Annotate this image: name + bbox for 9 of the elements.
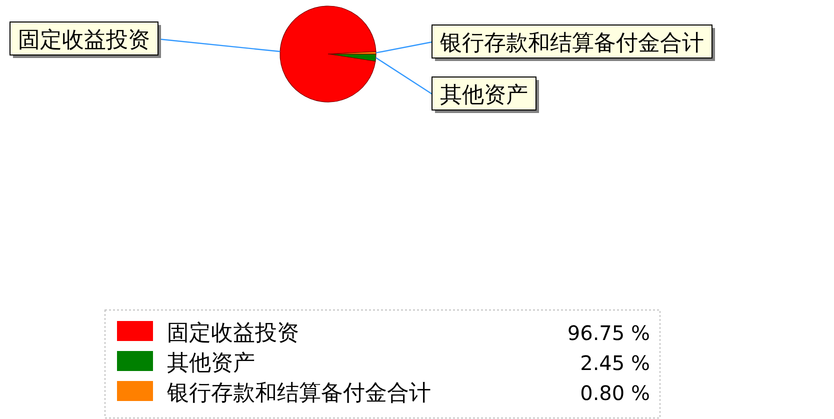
data-label: 2.45 % (580, 351, 650, 375)
legend-label: 银行存款和结算备付金合计 (166, 381, 431, 406)
data-label: 0.80 % (580, 381, 650, 405)
legend-label: 固定收益投资 (167, 321, 299, 346)
data-label: 96.75 % (567, 321, 650, 345)
slice-label: 银行存款和结算备付金合计 (439, 31, 704, 56)
legend-label: 其他资产 (167, 351, 255, 376)
slice-label: 其他资产 (440, 83, 528, 108)
slice-label: 固定收益投资 (18, 28, 150, 53)
